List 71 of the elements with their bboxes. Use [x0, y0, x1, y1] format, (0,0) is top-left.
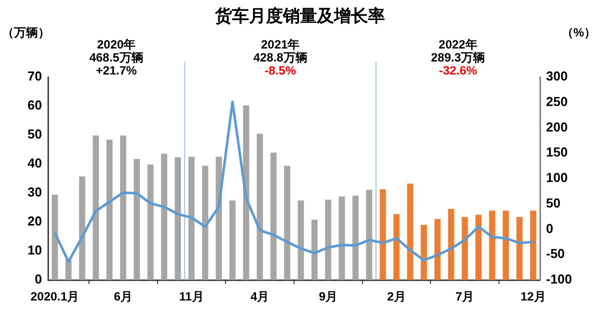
- text: 2021年: [260, 37, 300, 52]
- y2-tick-label: 150: [546, 144, 568, 160]
- bar: [188, 156, 195, 280]
- bar: [448, 208, 454, 280]
- y2-tick-label: -50: [546, 246, 565, 262]
- bar: [502, 210, 509, 280]
- y-axis-title: （万辆）: [2, 25, 50, 40]
- bar: [338, 196, 345, 280]
- y2-tick-label: 250: [546, 94, 568, 109]
- annotation: +21.7%: [96, 63, 138, 78]
- y2-axis-title: （%）: [561, 25, 596, 40]
- bar: [325, 200, 332, 280]
- bar: [120, 136, 126, 280]
- bar: [229, 200, 236, 280]
- bar: [134, 159, 140, 280]
- bar: [366, 190, 372, 280]
- bar: [147, 164, 154, 280]
- bar: [407, 184, 414, 280]
- text: 428.8万辆: [253, 50, 308, 64]
- y-tick-label: 30: [28, 184, 42, 200]
- annotation: -32.6%: [438, 63, 478, 78]
- y-tick-label: 40: [28, 156, 42, 171]
- y2-tick-label: -100: [546, 272, 572, 287]
- bar: [352, 196, 359, 280]
- text: 468.5万辆: [89, 50, 144, 64]
- bar: [106, 140, 113, 280]
- y-tick-label: 70: [28, 68, 42, 84]
- bar: [256, 134, 263, 280]
- x-tick-label: 11月: [179, 290, 204, 304]
- text: 2022年: [438, 37, 478, 52]
- text: 289.3万辆: [430, 50, 486, 64]
- x-tick-label: 2月: [387, 290, 406, 304]
- text: 2020年: [96, 37, 136, 52]
- x-tick-label: 2020.1月: [30, 290, 80, 304]
- x-tick-label: 9月: [318, 290, 338, 304]
- y2-tick-label: 50: [546, 195, 560, 210]
- bar: [434, 219, 441, 280]
- x-tick-label: 7月: [455, 290, 474, 304]
- bar: [52, 194, 58, 280]
- bar: [202, 166, 208, 280]
- y-tick-label: 10: [28, 242, 42, 258]
- bar: [298, 200, 304, 280]
- bar: [161, 154, 168, 280]
- x-tick-label: 4月: [250, 290, 270, 304]
- y-tick-label: 0: [34, 272, 42, 287]
- bar: [462, 217, 468, 280]
- x-tick-label: 6月: [114, 290, 133, 304]
- bar: [380, 189, 386, 280]
- annotation: -8.5%: [264, 63, 296, 78]
- y-tick-label: 50: [28, 126, 42, 142]
- y2-tick-label: 200: [546, 119, 568, 134]
- bar: [489, 210, 496, 280]
- y-tick-label: 20: [28, 214, 42, 229]
- y2-tick-label: 300: [546, 68, 568, 84]
- y2-tick-label: 100: [546, 170, 568, 186]
- bar: [311, 220, 318, 280]
- x-tick-label: 12月: [520, 290, 546, 304]
- bar: [270, 152, 277, 280]
- bar: [516, 217, 523, 280]
- bar: [174, 157, 181, 280]
- bar: [92, 136, 99, 280]
- bar: [79, 176, 86, 280]
- bar: [393, 214, 400, 280]
- bar: [284, 166, 290, 280]
- chart-title: 货车月度销量及增长率: [214, 6, 385, 26]
- bar: [243, 105, 250, 280]
- bar: [530, 210, 536, 280]
- bar: [475, 214, 482, 280]
- y2-tick-label: 0: [546, 220, 554, 236]
- bar: [420, 224, 427, 280]
- y-tick-label: 60: [28, 98, 42, 113]
